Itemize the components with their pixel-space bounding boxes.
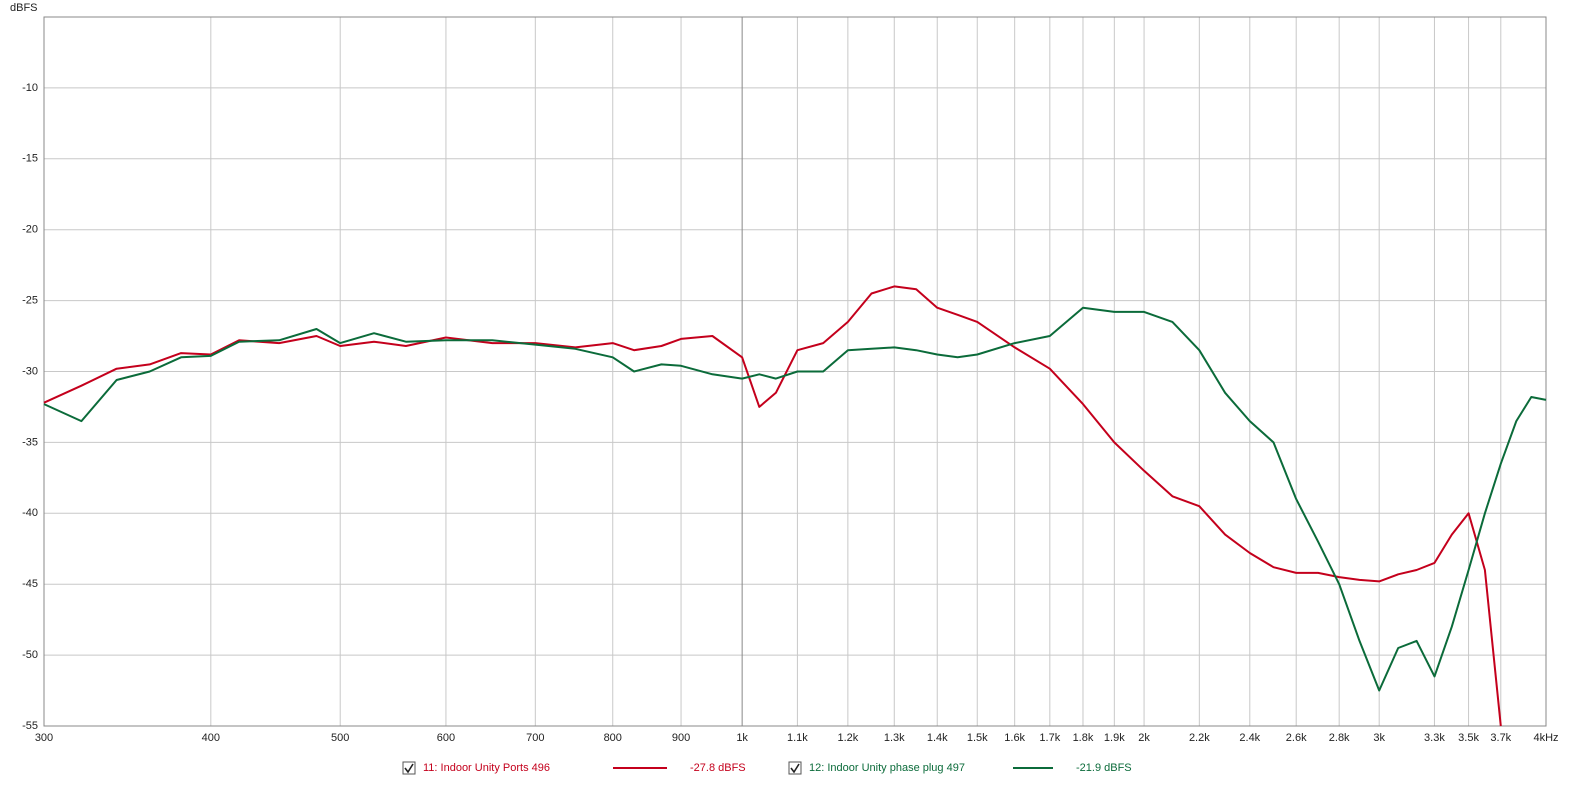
y-axis-label: dBFS (10, 2, 38, 14)
checkmark (404, 763, 414, 774)
x-tick-label: 1.3k (884, 732, 905, 744)
y-tick-label: -25 (22, 295, 38, 307)
x-tick-label: 800 (604, 732, 622, 744)
x-tick-label: 1.4k (927, 732, 948, 744)
x-tick-label: 600 (437, 732, 455, 744)
x-tick-label: 700 (526, 732, 544, 744)
x-tick-label: 1.2k (837, 732, 858, 744)
x-tick-label: 1.8k (1073, 732, 1094, 744)
x-tick-label: 500 (331, 732, 349, 744)
legend-checkbox[interactable] (788, 761, 802, 775)
x-tick-label: 1k (736, 732, 748, 744)
legend-label: 11: Indoor Unity Ports 496 (423, 762, 550, 774)
y-tick-label: -55 (22, 720, 38, 732)
x-tick-label: 3.5k (1458, 732, 1479, 744)
x-tick-label: 2.8k (1329, 732, 1350, 744)
plot-area (43, 16, 1547, 727)
y-tick-label: -10 (22, 82, 38, 94)
y-tick-label: -45 (22, 578, 38, 590)
x-tick-label: 3.3k (1424, 732, 1445, 744)
x-tick-label: 900 (672, 732, 690, 744)
x-tick-label: 400 (202, 732, 220, 744)
legend-level: -27.8 dBFS (690, 762, 746, 774)
y-tick-label: -40 (22, 507, 38, 519)
x-tick-label: 1.9k (1104, 732, 1125, 744)
legend-level: -21.9 dBFS (1076, 762, 1132, 774)
legend-label: 12: Indoor Unity phase plug 497 (809, 762, 965, 774)
x-tick-label: 300 (35, 732, 53, 744)
y-tick-label: -50 (22, 649, 38, 661)
x-tick-label: 2k (1138, 732, 1150, 744)
series-line (43, 285, 1502, 727)
y-tick-label: -15 (22, 153, 38, 165)
x-tick-label: 1.6k (1004, 732, 1025, 744)
legend-checkbox[interactable] (402, 761, 416, 775)
x-tick-label: 2.2k (1189, 732, 1210, 744)
x-tick-label: 1.1k (787, 732, 808, 744)
series-line (43, 306, 1547, 692)
x-tick-label: 4kHz (1533, 732, 1558, 744)
x-tick-label: 3.7k (1490, 732, 1511, 744)
x-tick-label: 3k (1373, 732, 1385, 744)
y-tick-label: -30 (22, 365, 38, 377)
x-tick-label: 1.5k (967, 732, 988, 744)
x-tick-label: 2.4k (1239, 732, 1260, 744)
x-tick-label: 1.7k (1039, 732, 1060, 744)
x-tick-label: 2.6k (1286, 732, 1307, 744)
checkmark (790, 763, 800, 774)
y-tick-label: -20 (22, 224, 38, 236)
y-tick-label: -35 (22, 436, 38, 448)
